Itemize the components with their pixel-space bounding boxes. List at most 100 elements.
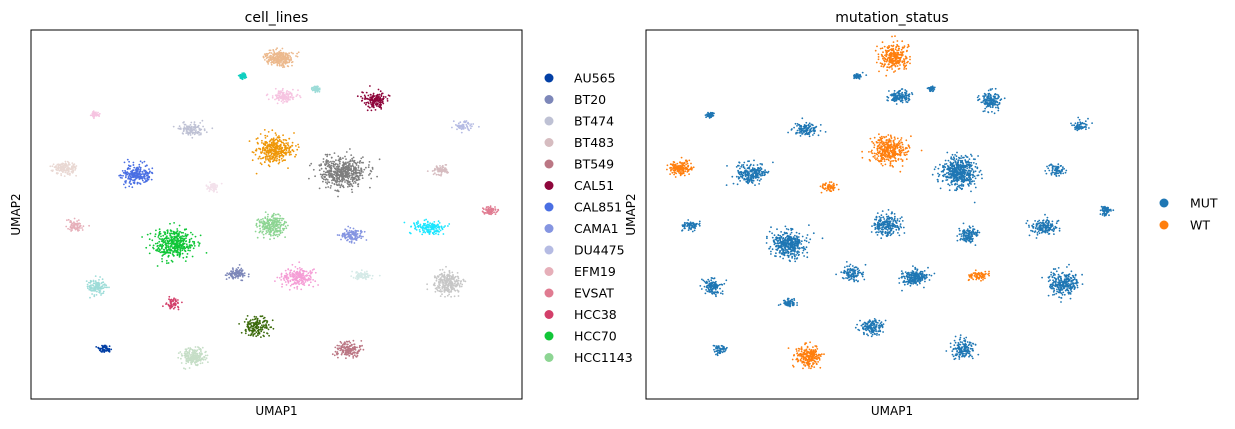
legend-label-hcc1143: HCC1143 [574,350,633,365]
cell-cluster-24 [265,87,302,105]
cell-lines-y-axis-label: UMAP2 [9,193,23,235]
mutation-cluster-18 [787,341,825,370]
cell-cluster-21 [426,265,467,298]
cell-cluster-14 [262,47,300,69]
mutation-cluster-15 [861,133,923,173]
legend-marker-au565 [544,73,554,83]
cell-cluster-13 [254,211,289,241]
cell-cluster-16 [308,148,381,198]
cell-cluster-2 [172,119,214,139]
mutation-cluster-12 [765,224,824,263]
cell-cluster-19 [274,261,319,291]
mutation-status-y-axis-label: UMAP2 [624,193,638,235]
mutation-cluster-23 [853,71,868,80]
mutation-cluster-13 [870,209,906,240]
mutation-cluster-11 [777,297,798,308]
cell-lines-legend: AU565 BT20 BT474 BT483 BT549 CAL51 CAL851 CAMA1… [544,71,633,365]
cell-cluster-27 [205,181,223,194]
cell-lines-plot-frame [30,29,523,400]
legend-label-du4475: DU4475 [574,243,625,258]
mutation-cluster-1 [835,261,867,283]
cell-cluster-5 [356,85,391,112]
legend-label-bt474: BT474 [574,114,614,129]
mutation-cluster-5 [976,87,1006,115]
mutation-status-title: mutation_status [835,10,948,26]
legend-marker-hcc38 [544,310,554,319]
cell-cluster-0 [95,344,113,353]
cell-cluster-8 [451,120,480,134]
legend-marker-cal51 [544,181,554,190]
cell-cluster-4 [331,339,365,360]
mutation-cluster-7 [956,222,981,247]
legend-marker-bt549 [544,159,554,169]
cell-cluster-20 [350,269,381,281]
mutation-cluster-9 [681,219,701,233]
legend-label-cal51: CAL51 [574,178,614,193]
legend-label-cama1: CAMA1 [574,221,619,236]
mutation-cluster-14 [874,35,911,77]
cell-cluster-6 [118,158,154,189]
cell-cluster-11 [162,295,183,311]
mutation-cluster-29 [704,111,715,119]
cell-cluster-29 [89,110,101,120]
cell-lines-x-axis-label: UMAP1 [255,404,297,418]
mutation-cluster-24 [886,88,914,105]
legend-label-hcc38: HCC38 [574,307,617,322]
cell-lines-title: cell_lines [245,10,309,26]
mutation-cluster-16 [931,151,983,204]
legend-marker-hcc70 [544,331,554,341]
mutation-cluster-26 [666,156,695,178]
cell-cluster-12 [141,222,208,267]
legend-marker-cal851 [544,202,554,212]
cell-cluster-15 [248,129,300,175]
mutation-cluster-27 [819,181,840,194]
mutation-cluster-28 [1025,213,1061,239]
legend-marker-wt [1159,220,1169,230]
mutation-cluster-22 [699,277,728,298]
legend-marker-efm19 [544,267,554,276]
legend-label-au565: AU565 [574,71,616,86]
legend-marker-mut [1159,198,1169,208]
legend-label-cal851: CAL851 [574,200,622,215]
cell-cluster-3 [426,164,449,177]
legend-label-mut: MUT [1190,196,1218,211]
mutation-cluster-3 [1044,163,1068,178]
mutation-cluster-0 [712,344,728,357]
legend-label-efm19: EFM19 [574,264,616,279]
legend-marker-du4475 [544,245,554,255]
cell-cluster-10 [481,205,500,216]
cell-lines-scatter-points [49,47,500,370]
mutation-cluster-20 [967,269,990,282]
mutation-cluster-10 [1099,205,1115,217]
mutation-cluster-19 [898,265,936,292]
legend-label-bt20: BT20 [574,92,606,107]
cell-cluster-22 [85,275,110,299]
mutation-cluster-6 [725,159,774,187]
legend-marker-evsat [544,288,554,298]
mutation-status-legend: MUT WT [1159,196,1218,233]
cell-cluster-23 [237,72,248,81]
legend-label-evsat: EVSAT [574,286,614,301]
legend-marker-bt474 [544,116,554,126]
mutation-cluster-17 [854,318,887,338]
mutation-cluster-2 [787,117,827,138]
legend-label-bt549: BT549 [574,157,614,172]
cell-cluster-7 [336,225,368,244]
legend-marker-bt20 [544,95,554,104]
mutation-status-scatter-points [666,35,1115,370]
panel-mutation-status: mutation_status UMAP1 UMAP2 MUT WT [624,10,1218,418]
cell-cluster-28 [403,218,451,236]
legend-marker-bt483 [544,138,554,147]
legend-marker-hcc1143 [544,353,554,362]
cell-cluster-1 [224,264,250,282]
legend-label-wt: WT [1190,218,1210,233]
cell-cluster-18 [177,346,209,370]
legend-marker-cama1 [544,224,554,233]
mutation-status-x-axis-label: UMAP1 [871,404,913,418]
panel-cell-lines: cell_lines UMAP1 UMAP2 AU565 BT20 BT474 BT4… [9,10,633,418]
legend-label-bt483: BT483 [574,135,614,150]
mutation-status-plot-frame [645,29,1139,400]
cell-cluster-25 [310,85,321,94]
mutation-cluster-8 [1070,116,1093,132]
